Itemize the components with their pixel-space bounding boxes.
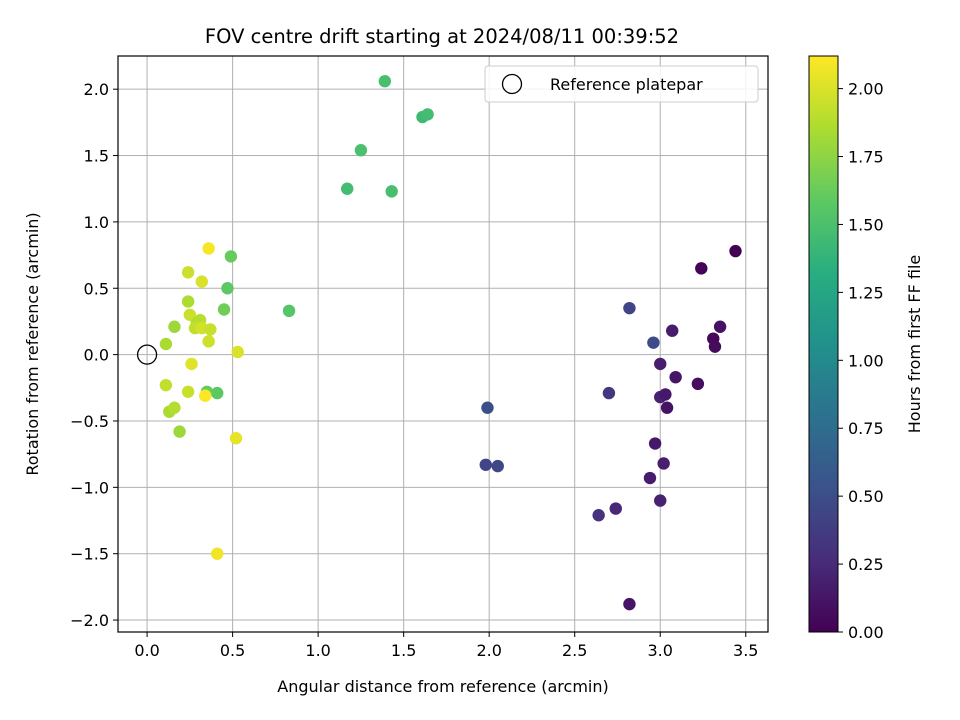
y-tick-label: 0.0 — [84, 346, 109, 365]
plot-frame — [117, 55, 769, 633]
data-point — [173, 425, 186, 438]
data-point — [647, 336, 660, 349]
legend-entry-reference: Reference platepar — [550, 75, 703, 94]
colorbar-tick-label: 1.00 — [848, 351, 884, 370]
data-point — [168, 320, 181, 333]
x-tick-label: 0.0 — [134, 641, 159, 660]
colorbar-tick-label: 1.25 — [848, 283, 884, 302]
y-tick-label: 1.0 — [84, 213, 109, 232]
data-point — [199, 389, 212, 402]
data-point — [217, 303, 231, 316]
data-point — [695, 262, 708, 275]
data-point — [609, 502, 622, 515]
x-tick-label: 3.5 — [733, 641, 758, 660]
colorbar-label: Hours from first FF file — [905, 255, 924, 434]
colorbar-tick-label: 1.50 — [848, 215, 884, 234]
data-point — [660, 401, 674, 414]
colorbar-tick-label: 0.25 — [848, 555, 884, 574]
colorbar-tick-label: 1.75 — [848, 148, 884, 167]
data-point — [221, 282, 234, 295]
data-point — [481, 401, 494, 414]
y-tick-label: −0.5 — [70, 412, 109, 431]
chart-title: FOV centre drift starting at 2024/08/11 … — [205, 25, 679, 48]
grid-lines — [118, 56, 768, 632]
y-tick-label: −1.5 — [70, 545, 109, 564]
legend-box — [484, 65, 759, 103]
colorbar-tick-label: 0.50 — [848, 487, 884, 506]
data-point — [602, 386, 616, 400]
colorbar-tick-label: 0.00 — [848, 623, 884, 642]
y-axis-label: Rotation from reference (arcmin) — [23, 212, 42, 475]
data-point — [168, 401, 181, 414]
x-tick-label: 2.5 — [562, 641, 587, 660]
data-point — [195, 275, 209, 288]
data-point — [211, 547, 224, 560]
data-point — [229, 432, 243, 445]
data-point — [623, 301, 636, 315]
data-point — [231, 345, 244, 359]
data-point — [159, 378, 173, 392]
colorbar-gradient — [808, 55, 839, 633]
data-point — [643, 471, 657, 485]
x-axis-ticks: 0.0 0.5 1.0 1.5 2.0 2.5 3.0 3.5 — [134, 632, 758, 660]
x-tick-label: 3.0 — [648, 641, 673, 660]
y-tick-label: −2.0 — [70, 611, 109, 630]
data-point — [654, 357, 667, 371]
data-point — [713, 320, 727, 333]
data-point — [491, 459, 504, 473]
data-point — [181, 385, 195, 398]
colorbar-ticks: 0.00 0.25 0.50 0.75 1.00 1.25 1.50 1.75 2.00 — [838, 80, 884, 642]
x-axis-label: Angular distance from reference (arcmin) — [277, 677, 608, 696]
x-tick-label: 1.0 — [305, 641, 330, 660]
legend: Reference platepar — [484, 65, 759, 103]
legend-reference-marker — [501, 73, 523, 95]
reference-platepar-marker — [136, 344, 158, 365]
colorbar: 0.00 0.25 0.50 0.75 1.00 1.25 1.50 1.75 2.00 Hou… — [808, 55, 924, 642]
colorbar-tick-label: 2.00 — [848, 80, 884, 99]
data-point — [181, 295, 195, 308]
data-point — [185, 357, 198, 371]
data-point — [669, 370, 682, 384]
data-point — [666, 324, 679, 337]
data-point — [202, 242, 215, 255]
data-point — [282, 304, 296, 318]
data-point — [224, 250, 238, 263]
data-point — [479, 458, 492, 471]
data-point — [181, 266, 195, 279]
reference-marker-group — [136, 344, 158, 365]
y-tick-label: 2.0 — [84, 80, 109, 99]
data-point — [592, 509, 605, 522]
y-tick-label: −1.0 — [70, 478, 109, 497]
data-point — [204, 323, 217, 336]
y-tick-label: 0.5 — [84, 279, 109, 298]
x-tick-label: 2.0 — [476, 641, 501, 660]
data-point — [648, 437, 662, 450]
data-point — [691, 377, 705, 391]
colorbar-tick-label: 0.75 — [848, 419, 884, 438]
data-point — [659, 388, 672, 401]
data-point — [159, 337, 173, 351]
data-point — [385, 185, 398, 198]
y-axis-ticks: −2.0 −1.5 −1.0 −0.5 0.0 0.5 1.0 1.5 2.0 — [70, 80, 118, 630]
data-point — [657, 457, 670, 470]
y-tick-label: 1.5 — [84, 147, 109, 166]
data-point — [729, 244, 742, 258]
data-point — [623, 597, 636, 611]
scatter-points — [159, 75, 742, 611]
data-point — [378, 75, 392, 88]
data-point — [654, 494, 667, 507]
data-point — [708, 340, 722, 353]
x-tick-label: 0.5 — [220, 641, 245, 660]
x-tick-label: 1.5 — [391, 641, 416, 660]
data-point — [341, 182, 354, 195]
data-point — [202, 335, 215, 348]
data-point — [421, 108, 434, 121]
data-point — [354, 144, 368, 157]
data-point — [211, 386, 224, 400]
